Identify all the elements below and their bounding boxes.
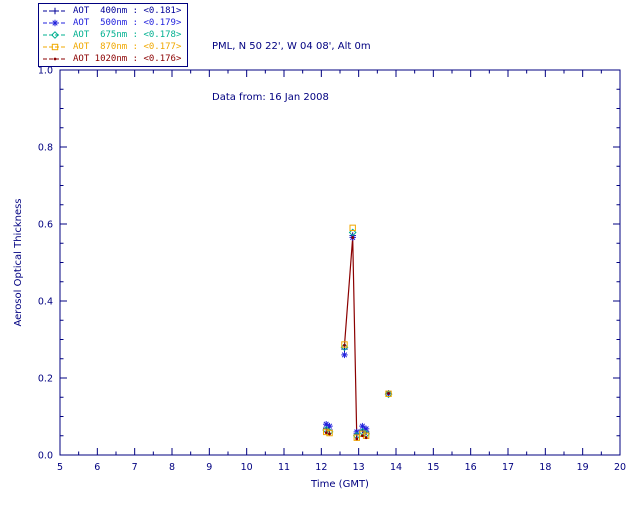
data-point — [343, 343, 346, 347]
legend-box: AOT 400nm : <0.181> AOT 500nm : <0.179> AO… — [38, 3, 189, 67]
series-aot-1020nm — [324, 236, 390, 441]
y-tick-label: 0.4 — [38, 297, 53, 308]
data-point — [353, 434, 361, 441]
y-tick-label: 0.0 — [38, 451, 53, 462]
x-tick-label: 14 — [390, 462, 402, 473]
legend-entry: AOT 500nm : <0.179> — [42, 17, 181, 29]
x-tick-label: 17 — [502, 462, 514, 473]
x-tick-label: 6 — [94, 462, 100, 473]
x-tick-label: 8 — [169, 462, 175, 473]
y-tick-label: 1.0 — [38, 66, 53, 77]
y-tick-label: 0.8 — [38, 143, 53, 154]
y-axis-label: Aerosol Optical Thickness — [13, 198, 24, 326]
legend-line-sample — [43, 43, 67, 51]
series-aot-675nm — [322, 228, 393, 440]
data-point — [351, 236, 355, 239]
legend-entry: AOT 400nm : <0.181> — [42, 5, 181, 17]
legend-entry: AOT 870nm : <0.177> — [42, 41, 181, 53]
data-point — [324, 431, 328, 435]
legend-label: AOT 1020nm : <0.176> — [73, 54, 182, 64]
legend-label: AOT 500nm : <0.179> — [73, 18, 182, 28]
data-point — [364, 436, 368, 440]
data-point — [340, 343, 349, 352]
data-point — [341, 341, 348, 348]
x-tick-label: 20 — [614, 462, 626, 473]
x-tick-label: 12 — [315, 462, 327, 473]
y-axis: 0.0 0.2 0.4 0.6 0.8 1.0 — [38, 66, 620, 462]
station-header: PML, N 50 22', W 04 08', Alt 0m Data fro… — [212, 4, 371, 123]
spike-line — [343, 237, 358, 439]
data-point — [349, 224, 356, 232]
x-tick-label: 18 — [539, 462, 551, 473]
y-tick-label: 0.6 — [38, 220, 53, 231]
data-point — [384, 390, 393, 399]
data-point — [361, 434, 364, 438]
plot-frame — [59, 69, 621, 456]
x-tick-label: 19 — [577, 462, 589, 473]
data-point — [341, 351, 348, 359]
x-tick-label: 11 — [278, 462, 290, 473]
legend-line-sample — [43, 7, 67, 15]
data-point — [328, 432, 331, 436]
legend-entry: AOT 1020nm : <0.176> — [42, 53, 181, 65]
data-point — [387, 392, 390, 395]
series-aot-870nm — [322, 224, 392, 441]
series-aot-400nm — [322, 232, 392, 438]
legend-line-sample — [43, 19, 67, 27]
data-point — [359, 422, 366, 430]
x-tick-label: 16 — [465, 462, 477, 473]
data-point — [322, 428, 330, 436]
data-point — [355, 437, 359, 441]
x-tick-label: 15 — [427, 462, 439, 473]
legend-label: AOT 400nm : <0.181> — [73, 6, 182, 16]
data-point — [348, 228, 357, 237]
x-axis-label: Time (GMT) — [310, 479, 369, 490]
series-aot-500nm — [322, 234, 392, 436]
legend-line-sample — [43, 57, 67, 61]
legend-label: AOT 675nm : <0.178> — [73, 30, 182, 40]
data-date: Data from: 16 Jan 2008 — [212, 92, 329, 103]
x-tick-label: 9 — [206, 462, 212, 473]
x-tick-label: 10 — [241, 462, 253, 473]
legend-entry: AOT 675nm : <0.178> — [42, 29, 181, 41]
legend-line-sample — [43, 31, 67, 39]
x-axis: 5 6 7 8 9 10 11 12 13 14 15 16 17 18 19 20 — [57, 70, 626, 473]
x-tick-label: 7 — [132, 462, 138, 473]
legend-label: AOT 870nm : <0.177> — [73, 42, 182, 52]
y-tick-label: 0.2 — [38, 374, 53, 385]
x-tick-label: 13 — [353, 462, 365, 473]
data-point — [385, 390, 392, 397]
x-tick-label: 5 — [57, 462, 63, 473]
station-info: PML, N 50 22', W 04 08', Alt 0m — [212, 41, 371, 52]
